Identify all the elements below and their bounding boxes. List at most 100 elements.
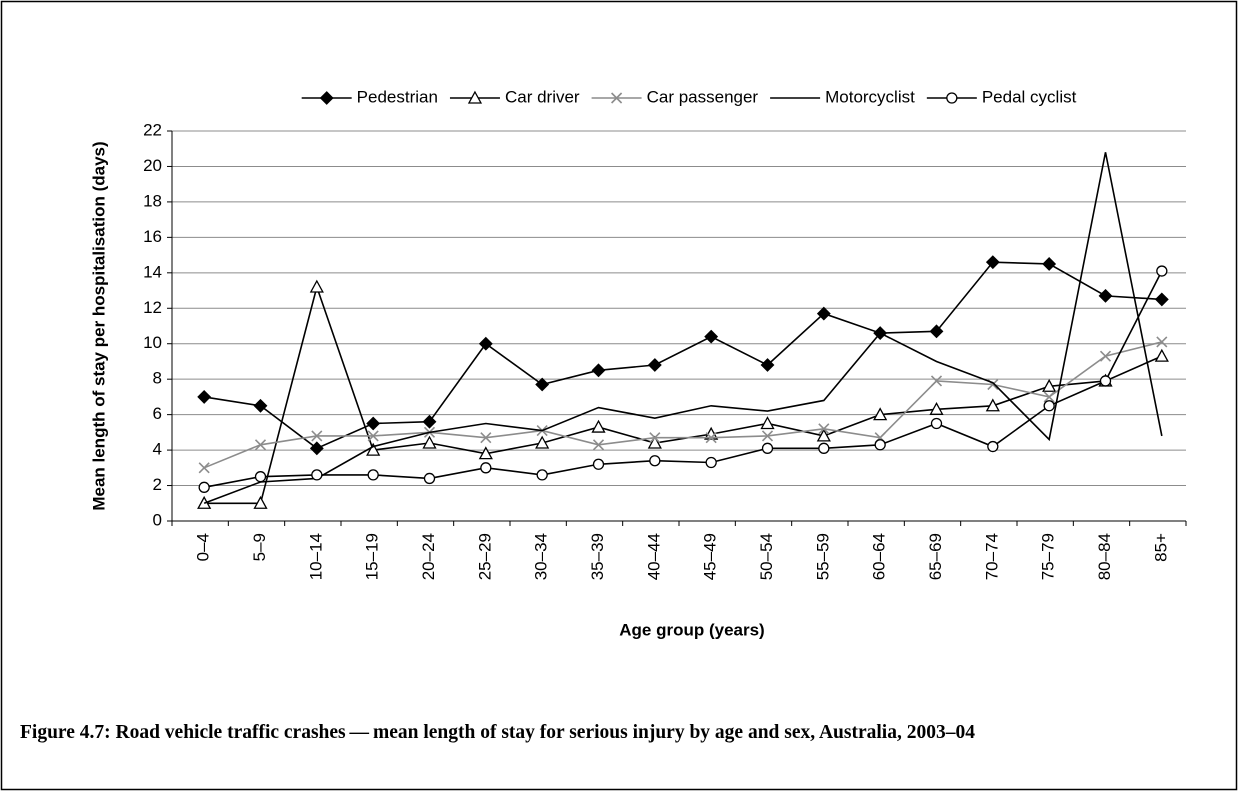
x-tick-label: 40–44 bbox=[644, 533, 663, 580]
legend-item: Motorcyclist bbox=[770, 87, 915, 106]
marker bbox=[985, 398, 1000, 412]
y-tick-label: 4 bbox=[153, 440, 162, 459]
marker bbox=[816, 306, 831, 321]
y-tick-label: 12 bbox=[143, 298, 162, 317]
marker bbox=[480, 432, 492, 444]
y-tick-label: 10 bbox=[143, 333, 162, 352]
marker bbox=[1099, 375, 1112, 387]
marker bbox=[309, 279, 324, 293]
marker bbox=[366, 442, 381, 456]
marker bbox=[818, 423, 830, 435]
legend-item: Car passenger bbox=[591, 87, 759, 106]
marker bbox=[760, 358, 775, 372]
caption: Figure 4.7: Road vehicle traffic crashes… bbox=[20, 722, 975, 743]
x-tick-label: 20–24 bbox=[419, 533, 438, 580]
marker bbox=[929, 401, 944, 415]
marker bbox=[818, 442, 830, 454]
marker bbox=[930, 375, 943, 387]
x-tick-label: 70–74 bbox=[982, 533, 1001, 580]
marker bbox=[930, 417, 943, 430]
marker bbox=[309, 441, 324, 456]
marker bbox=[198, 481, 210, 493]
legend-label: Pedestrian bbox=[357, 87, 438, 106]
y-tick-label: 8 bbox=[153, 369, 162, 388]
marker bbox=[197, 389, 212, 404]
marker bbox=[647, 358, 662, 372]
x-tick-label: 0–4 bbox=[194, 533, 213, 561]
marker bbox=[536, 469, 548, 481]
marker bbox=[253, 495, 268, 509]
series-line bbox=[203, 341, 1163, 469]
marker bbox=[647, 435, 662, 449]
marker bbox=[480, 462, 492, 474]
y-tick-label: 14 bbox=[143, 262, 162, 281]
marker bbox=[591, 419, 606, 433]
legend-label: Motorcyclist bbox=[825, 87, 915, 106]
legend: Pedestrian Car driver Car passenger Motorcy… bbox=[301, 87, 1077, 106]
legend-label: Pedal cyclist bbox=[982, 87, 1077, 106]
marker bbox=[422, 414, 437, 429]
x-tick-label: 10–14 bbox=[306, 533, 325, 580]
y-tick-label: 20 bbox=[143, 156, 162, 175]
legend-item: Pedestrian bbox=[301, 87, 438, 106]
marker bbox=[611, 92, 623, 104]
series-line bbox=[204, 270, 1163, 489]
y-axis-title: Mean length of stay per hospitalisation … bbox=[89, 141, 108, 510]
marker bbox=[198, 462, 210, 474]
y-tick-label: 18 bbox=[143, 191, 162, 210]
x-tick-label: 50–54 bbox=[757, 533, 776, 580]
marker bbox=[985, 255, 1000, 270]
x-tick-label: 55–59 bbox=[813, 533, 832, 580]
marker bbox=[1043, 400, 1055, 412]
marker bbox=[591, 363, 606, 378]
marker bbox=[816, 428, 831, 442]
x-tick-label: 80–84 bbox=[1095, 533, 1114, 580]
series-line bbox=[203, 152, 1163, 505]
marker bbox=[929, 324, 944, 339]
y-tick-label: 2 bbox=[153, 475, 162, 494]
legend-label: Car passenger bbox=[647, 87, 759, 106]
marker bbox=[254, 439, 267, 451]
marker bbox=[311, 430, 323, 442]
marker bbox=[592, 458, 605, 470]
y-tick-label: 6 bbox=[153, 404, 162, 423]
marker bbox=[254, 471, 267, 483]
marker bbox=[761, 442, 774, 454]
marker bbox=[761, 430, 774, 442]
marker bbox=[649, 455, 661, 467]
x-axis-title: Age group (years) bbox=[619, 620, 764, 639]
x-tick-label: 60–64 bbox=[870, 533, 889, 580]
marker bbox=[592, 439, 605, 451]
marker bbox=[874, 439, 886, 451]
marker bbox=[319, 91, 334, 105]
marker bbox=[1042, 378, 1057, 392]
x-tick-label: 15–19 bbox=[363, 533, 382, 580]
legend-item: Car driver bbox=[449, 87, 580, 106]
x-tick-label: 35–39 bbox=[588, 533, 607, 580]
marker bbox=[1156, 265, 1168, 277]
y-tick-label: 0 bbox=[153, 510, 162, 529]
y-tick-label: 22 bbox=[143, 120, 162, 139]
marker bbox=[760, 416, 775, 430]
marker bbox=[367, 469, 379, 481]
x-tick-label: 5–9 bbox=[250, 533, 269, 561]
marker bbox=[367, 430, 379, 442]
marker bbox=[704, 329, 719, 344]
marker bbox=[423, 472, 436, 485]
y-tick-label: 16 bbox=[143, 227, 162, 246]
series-line bbox=[204, 284, 1163, 505]
x-tick-label: 85+ bbox=[1151, 533, 1170, 562]
marker bbox=[1099, 350, 1112, 362]
marker bbox=[873, 407, 888, 421]
marker bbox=[467, 90, 483, 104]
marker bbox=[311, 469, 323, 481]
marker bbox=[1042, 257, 1057, 271]
marker bbox=[649, 432, 661, 444]
marker bbox=[478, 446, 493, 460]
marker bbox=[1043, 391, 1055, 403]
marker bbox=[366, 416, 381, 431]
marker bbox=[946, 92, 958, 104]
